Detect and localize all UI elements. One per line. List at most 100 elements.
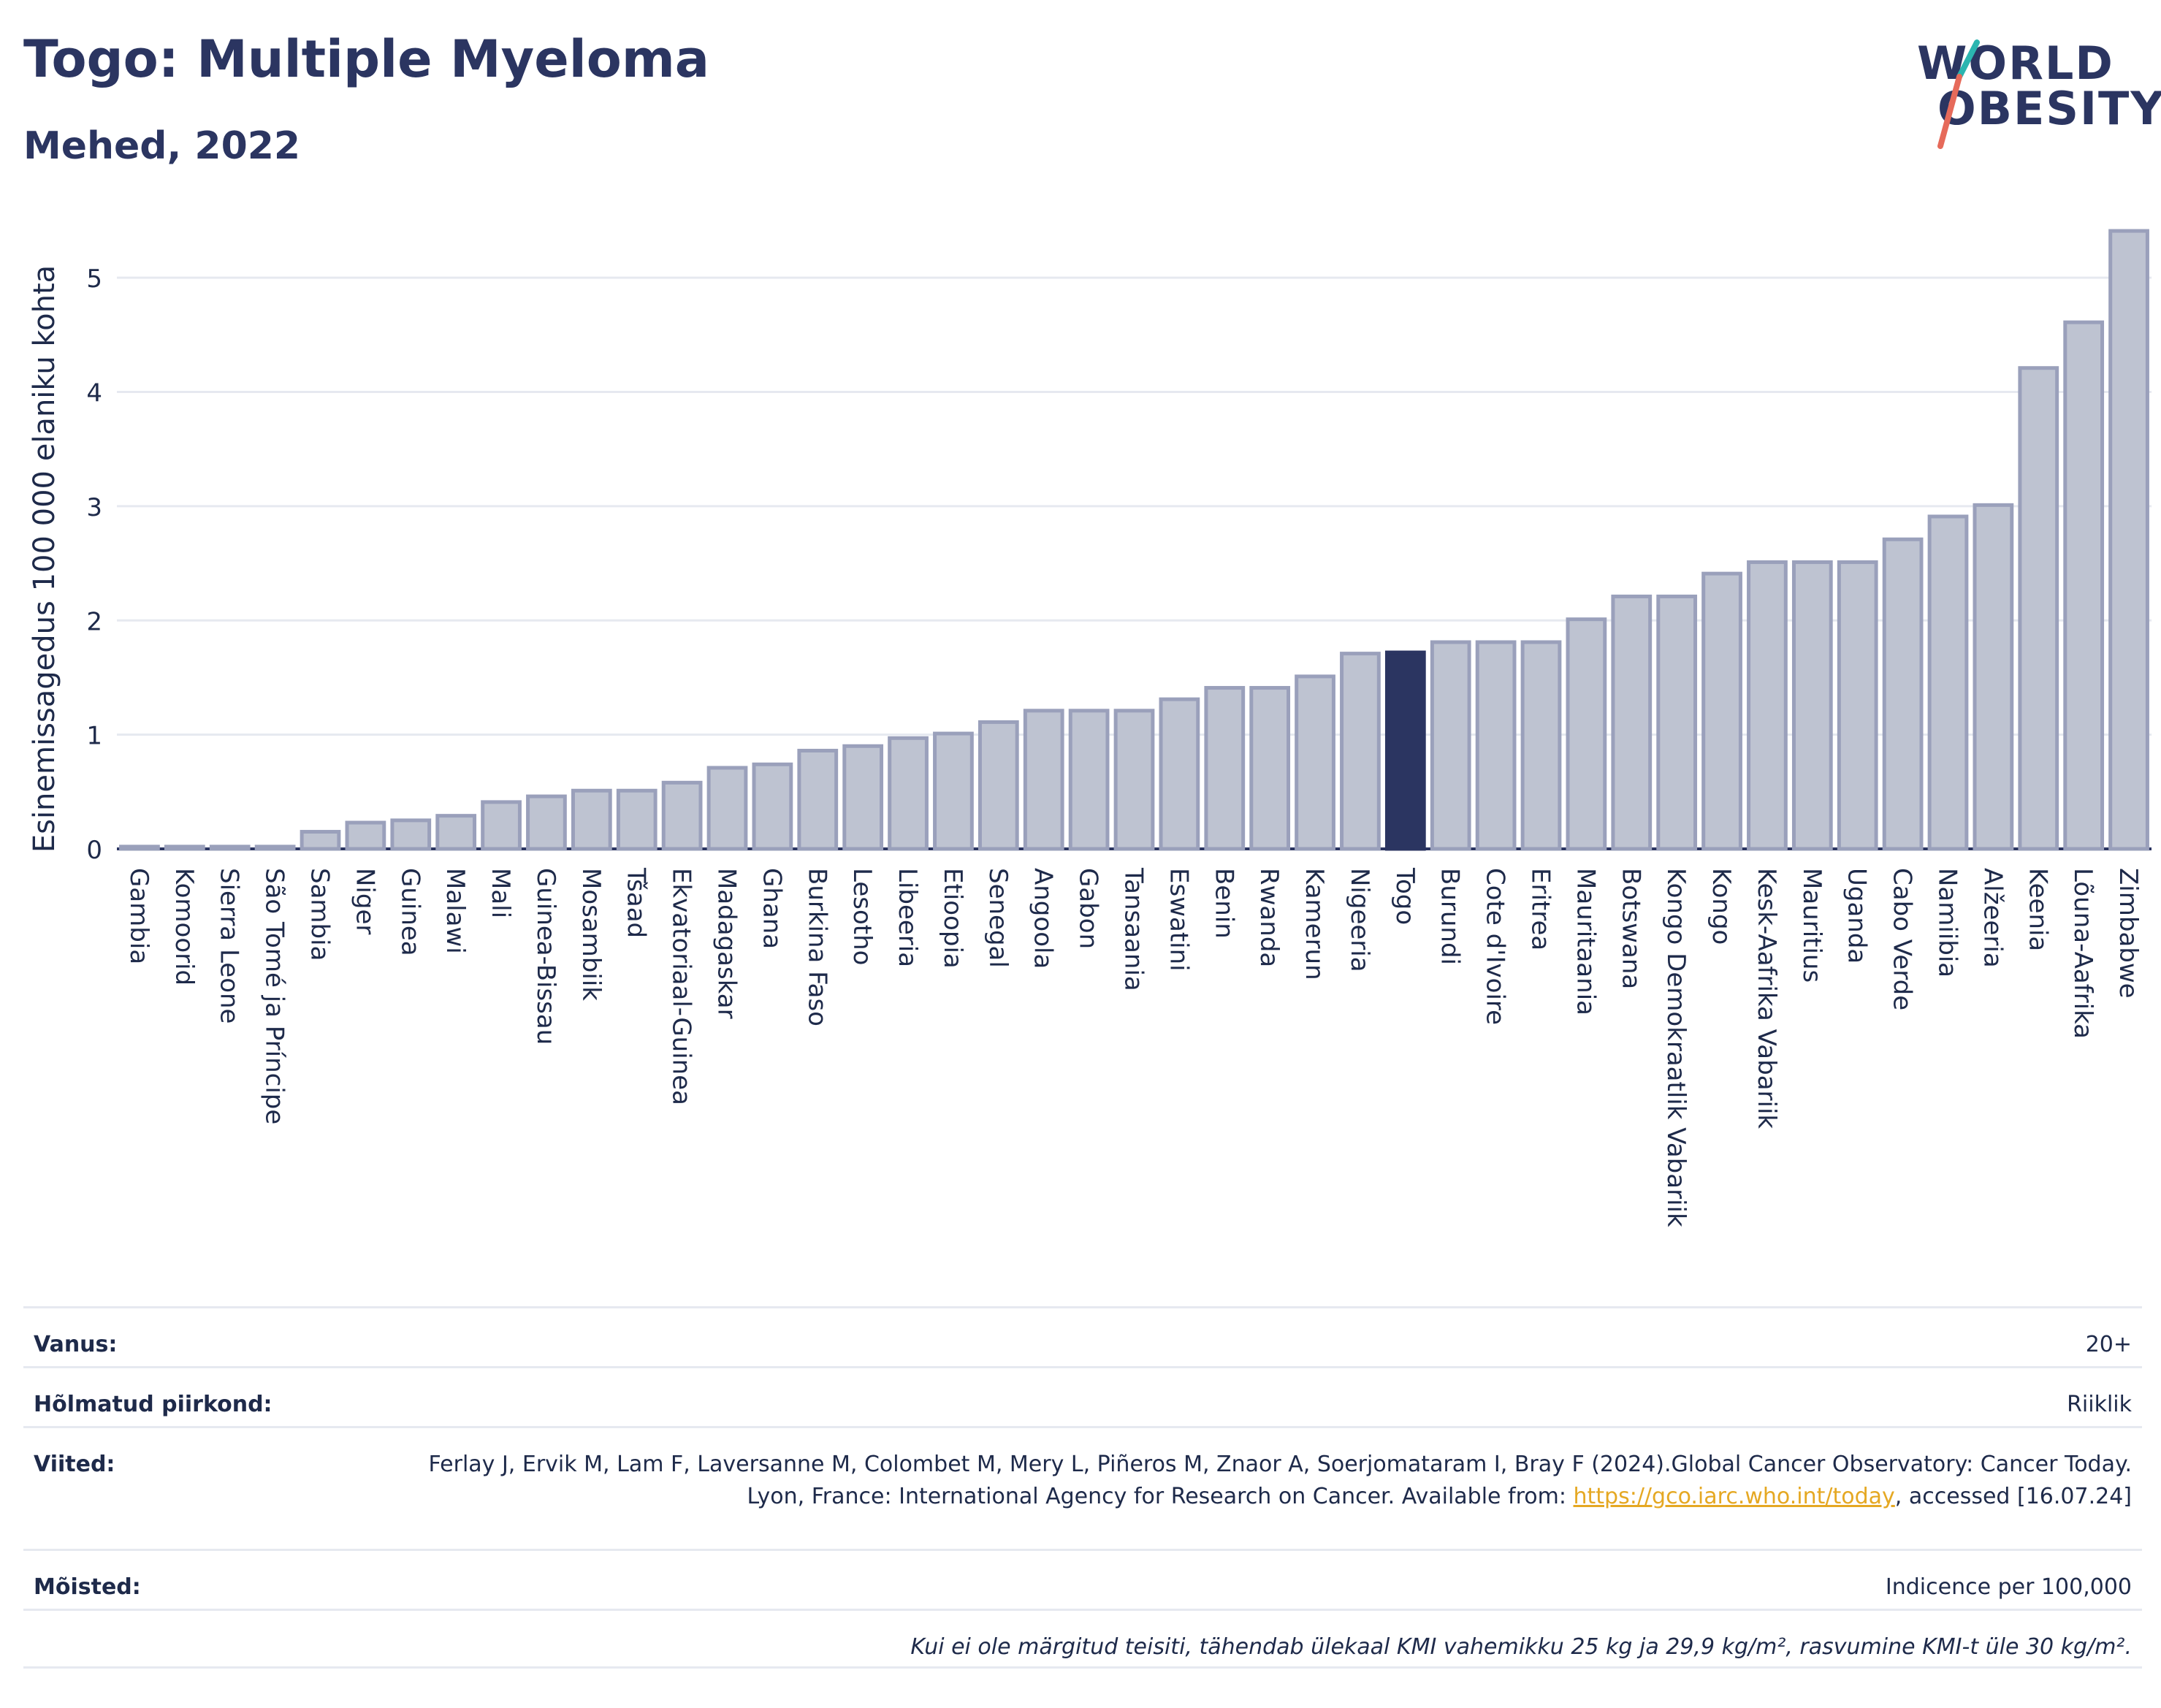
bar-sambia [300, 830, 341, 851]
y-tick-label: 3 [86, 493, 102, 522]
bar-kamerun [1295, 674, 1335, 851]
x-tick-label: Mosambiik [576, 868, 606, 1001]
y-tick-label: 2 [86, 607, 102, 636]
bar-mauritaania [1566, 617, 1607, 851]
region-value: Riiklik [2067, 1392, 2132, 1417]
bar-gambia [119, 845, 160, 851]
references-link[interactable]: https://gco.iarc.who.int/today [1573, 1484, 1895, 1509]
references-value: Ferlay J, Ervik M, Lam F, Laversanne M, … [415, 1449, 2132, 1513]
x-tick-label: Etioopia [938, 868, 967, 969]
bar-mauritius [1791, 560, 1833, 851]
bar-etioopia [933, 731, 974, 851]
x-tick-label: Kongo Demokraatlik Vabariik [1661, 868, 1691, 1227]
bar-burkina-faso [797, 749, 839, 851]
x-tick-label: São Tomé ja Príncipe [260, 868, 289, 1124]
bar-cote-d-ivoire [1475, 640, 1517, 851]
bar-libeeria [888, 736, 929, 851]
bar-namiibia [1927, 514, 1969, 851]
logo-line2: OBESITY [1937, 82, 2161, 135]
x-tick-label: Keenia [2023, 868, 2052, 951]
x-tick-label: Komoorid [169, 868, 199, 985]
bar-kongo-demokraatlik-vabariik [1656, 594, 1698, 851]
region-label: Hõlmatud piirkond: [34, 1392, 272, 1417]
bar-t-aad [616, 788, 658, 851]
x-tick-label: Ghana [757, 868, 786, 949]
x-tick-label: Mauritius [1797, 868, 1826, 983]
x-tick-label: Lesotho [847, 868, 877, 965]
info-table: Vanus: 20+ Hõlmatud piirkond: Riiklik Vi… [23, 1306, 2142, 1669]
bar-lesotho [842, 744, 884, 851]
bar-botswana [1611, 594, 1653, 851]
bar-tansaania [1113, 709, 1155, 851]
x-tick-label: Guinea-Bissau [531, 868, 560, 1045]
bar-rwanda [1249, 686, 1291, 851]
age-value: 20+ [2085, 1332, 2132, 1357]
x-tick-label: Benin [1209, 868, 1238, 939]
x-tick-labels: Gambia Komoorid Sierra Leone São Tomé ja Pr… [124, 867, 2143, 1227]
x-tick-label: Niger [350, 868, 379, 934]
bar-komoorid [164, 845, 205, 851]
x-tick-label: Cabo Verde [1888, 868, 1917, 1010]
bar-togo [1384, 650, 1426, 851]
x-tick-label: Eswatini [1164, 868, 1193, 972]
chart-title: Togo: Multiple Myeloma [23, 29, 710, 89]
y-tick-label: 4 [86, 379, 102, 408]
bar-malawi [435, 814, 477, 851]
bar-mali [481, 800, 522, 851]
references-label: Viited: [34, 1452, 115, 1477]
x-tick-label: Lõuna-Aafrika [2068, 868, 2097, 1039]
world-obesity-logo: WORLD OBESITY [1907, 37, 2161, 153]
bar-madagaskar [706, 766, 748, 851]
bar-mosambiik [571, 788, 612, 851]
x-tick-label: Uganda [1842, 868, 1872, 964]
bar-benin [1204, 686, 1246, 851]
references-text: Ferlay J, Ervik M, Lam F, Laversanne M, … [428, 1452, 2132, 1509]
bar-eswatini [1159, 697, 1200, 851]
x-tick-label: Sambia [305, 868, 335, 961]
bar-keenia [2018, 366, 2059, 851]
y-axis-label: Esinemissagedus 100 000 elaniku kohta [28, 265, 61, 853]
y-tick-label: 0 [86, 836, 102, 865]
bar-al-eeria [1973, 503, 2014, 851]
age-label: Vanus: [34, 1332, 118, 1357]
bar-zimbabwe [2108, 229, 2149, 851]
bar-kongo [1701, 571, 1742, 851]
info-row-terms: Mõisted: Indicence per 100,000 [23, 1549, 2142, 1609]
x-tick-label: Madagaskar [712, 868, 742, 1019]
x-tick-label: Gabon [1074, 868, 1103, 949]
chart-subtitle: Mehed, 2022 [23, 124, 301, 168]
y-tick-label: 1 [86, 722, 102, 751]
bar-cabo-verde [1882, 537, 1924, 851]
bar-nigeeria [1340, 652, 1381, 851]
x-tick-label: Malawi [441, 868, 470, 954]
references-tail: , accessed [16.07.24] [1894, 1484, 2132, 1509]
bar-guinea [390, 818, 432, 851]
bar-niger [345, 820, 386, 851]
obesity-note: Kui ei ole märgitud teisiti, tähendab ül… [910, 1634, 2132, 1660]
bar-guinea-bissau [526, 794, 567, 851]
x-tick-label: Senegal [983, 868, 1013, 968]
bar-ekvatoriaal-guinea [661, 780, 703, 851]
bar-sierra-leone [209, 845, 251, 851]
bar-angoola [1023, 709, 1064, 851]
bar-kesk-aafrika-vabariik [1747, 560, 1788, 851]
x-tick-label: Togo [1390, 867, 1419, 925]
bars [119, 229, 2149, 851]
y-tick-labels: 0 1 2 3 4 5 [86, 264, 102, 865]
x-tick-label: Mauritaania [1571, 868, 1600, 1015]
info-row-region: Hõlmatud piirkond: Riiklik [23, 1366, 2142, 1426]
x-tick-label: Kesk-Aafrika Vabariik [1752, 868, 1781, 1129]
logo-line1: WORLD [1917, 37, 2114, 90]
logo-slash-icon [1937, 39, 1980, 149]
info-row-references: Viited: Ferlay J, Ervik M, Lam F, Lavers… [23, 1426, 2142, 1549]
x-tick-label: Cote d'Ivoire [1481, 868, 1510, 1025]
bar-ghana [752, 762, 793, 851]
bar-chart: 0 1 2 3 4 5 Gambia Komoorid Sierra Leone São Tom… [28, 229, 2152, 1227]
bar-s-o-tom-ja-pr-ncipe [254, 845, 296, 851]
x-tick-label: Eritrea [1526, 868, 1555, 950]
x-tick-label: Botswana [1616, 868, 1645, 989]
bar-gabon [1068, 709, 1110, 851]
y-tick-label: 5 [86, 264, 102, 294]
x-tick-label: Alžeeria [1978, 868, 2007, 968]
bar-uganda [1837, 560, 1878, 851]
